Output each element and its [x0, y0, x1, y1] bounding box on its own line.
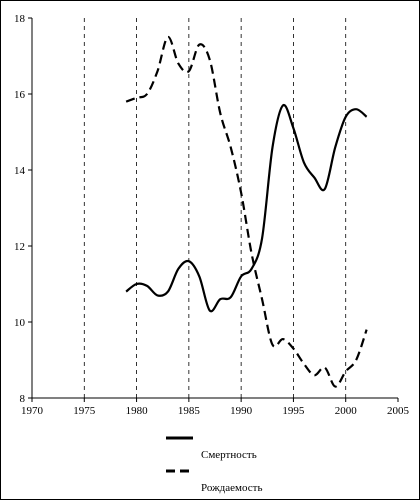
x-tick-label-1990: 1990: [230, 405, 253, 417]
y-tick-label-12: 12: [14, 241, 25, 253]
series-lines: [125, 35, 368, 388]
y-tick-label-14: 14: [14, 165, 26, 177]
series-birthrate-legend-label: Рождаемость: [201, 482, 262, 494]
y-tick-label-8: 8: [20, 393, 26, 405]
x-tick-label-1970: 1970: [21, 405, 44, 417]
x-tick-label-1975: 1975: [73, 405, 96, 417]
tick-labels: 1970 1975 1980 1985 1990 1995 2000 2005 8 10 12 14 1…: [14, 13, 410, 417]
grid: [83, 18, 347, 398]
x-tick-label-2005: 2005: [387, 405, 410, 417]
legend: Смертность Рождаемость: [166, 436, 262, 494]
series-mortality-line: [125, 103, 368, 313]
x-tick-label-1980: 1980: [126, 405, 149, 417]
x-tick-label-1985: 1985: [178, 405, 201, 417]
x-tick-label-1995: 1995: [282, 405, 305, 417]
y-tick-label-16: 16: [14, 89, 26, 101]
series-birthrate-line: [125, 35, 368, 388]
y-tick-label-18: 18: [14, 13, 26, 25]
x-tick-label-2000: 2000: [335, 405, 358, 417]
y-tick-label-10: 10: [14, 317, 26, 329]
series-mortality-legend-label: Смертность: [201, 449, 257, 461]
axes: [28, 17, 399, 402]
